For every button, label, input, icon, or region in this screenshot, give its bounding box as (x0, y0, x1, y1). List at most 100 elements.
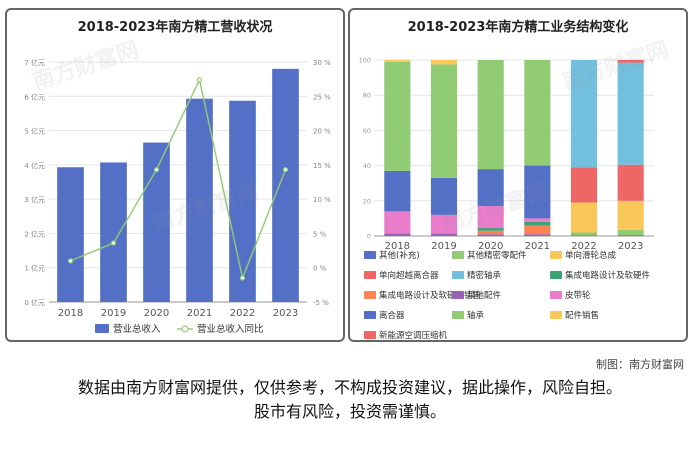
x-tick-label: 2023 (273, 308, 298, 319)
legend-swatch (364, 311, 376, 319)
yoy-point (110, 240, 117, 246)
legend-label: 单向滑轮总成 (565, 250, 617, 261)
x-tick-label: 2020 (478, 241, 503, 252)
left-axis-tick: 2 亿元 (24, 229, 45, 238)
legend-swatch-yoy-marker (181, 325, 189, 333)
y-axis-tick: 40 (363, 162, 371, 170)
x-tick-label: 2022 (230, 308, 255, 319)
stack-segment (430, 233, 458, 236)
stack-segment (524, 234, 551, 236)
left-axis-tick: 3 亿元 (24, 195, 45, 204)
revenue-chart-title: 2018-2023年南方精工营收状况 (77, 20, 273, 35)
stack-segment (617, 229, 644, 236)
legend-label: 其他精密零配件 (467, 250, 527, 261)
stack-segment (384, 60, 411, 62)
yoy-point (196, 77, 203, 83)
stack-segment (477, 228, 504, 231)
legend-label: 其他(补充) (379, 250, 420, 261)
stack-segment (524, 60, 551, 166)
stack-segment (617, 164, 644, 201)
stack-segment (430, 214, 458, 234)
legend-label: 精密轴承 (467, 270, 502, 281)
legend-swatch (364, 251, 376, 259)
x-tick-label: 2019 (101, 308, 126, 319)
legend-swatch (364, 271, 376, 279)
yoy-line (70, 77, 287, 281)
stack-segment (477, 60, 504, 170)
revenue-chart-svg: 0 亿元 1 亿元 2 亿元 3 亿元 4 亿元 5 亿元 6 亿元 7 亿元 -5 % 0 % 5… (24, 58, 331, 335)
legend-label-revenue: 营业总收入 (113, 323, 161, 335)
stack-segment (570, 232, 598, 236)
stack-segment (570, 202, 598, 233)
stack-segment (524, 165, 551, 219)
yoy-point (282, 167, 289, 173)
stack-segment (384, 233, 411, 236)
stack-segment (477, 230, 504, 235)
stack-segment (430, 64, 458, 178)
x-tick-label: 2023 (618, 241, 643, 252)
stack-segment (384, 61, 411, 171)
revenue-bar (143, 142, 170, 302)
stack-segment (384, 170, 411, 212)
yoy-point (239, 275, 246, 281)
y-axis-tick: 20 (363, 197, 371, 205)
revenue-bar (229, 100, 256, 302)
stack-segment (430, 60, 458, 65)
legend-swatch (452, 271, 464, 279)
left-axis-tick: 6 亿元 (24, 92, 45, 101)
revenue-bar (57, 167, 84, 302)
legend-label: 离合器 (379, 310, 405, 321)
left-axis-tick: 7 亿元 (24, 58, 45, 67)
legend-swatch (364, 331, 376, 339)
structure-chart-panel: 2018-2023年南方精工业务结构变化 0 20 40 60 80 100 2018 201… (348, 8, 688, 342)
x-tick-label: 2022 (571, 241, 596, 252)
legend-swatch (550, 251, 562, 259)
revenue-bar (100, 162, 127, 302)
legend-label: 集成电路设计及软硬件销售 (379, 290, 481, 301)
y-axis-tick: 100 (359, 57, 371, 65)
x-tick-label: 2021 (525, 241, 550, 252)
stack-segment (617, 62, 644, 165)
yoy-point (67, 258, 74, 264)
legend-swatch (550, 271, 562, 279)
left-axis-tick: 5 亿元 (24, 127, 45, 136)
right-axis-tick: 30 % (313, 59, 331, 67)
x-tick-label: 2018 (58, 308, 83, 319)
legend-swatch (452, 291, 464, 299)
yoy-point (153, 167, 160, 173)
legend-label: 配件销售 (565, 310, 599, 321)
legend-label: 轴承 (467, 310, 485, 321)
legend-swatch (550, 291, 562, 299)
stack-segment (384, 211, 411, 234)
stack-segment (570, 167, 598, 203)
disclaimer-line-1: 数据由南方财富网提供，仅供参考，不构成投资建议，据此操作，风险自担。 (77, 378, 622, 397)
stack-segment (477, 234, 504, 236)
right-axis-tick: 0 % (313, 265, 327, 273)
stack-segment (524, 221, 551, 226)
revenue-bar (272, 68, 299, 302)
structure-chart-title: 2018-2023年南方精工业务结构变化 (407, 20, 629, 35)
legend-label: 新能源空调压缩机 (379, 330, 448, 340)
right-axis-tick: 5 % (313, 230, 327, 238)
stack-segment (617, 60, 644, 63)
revenue-chart-panel: 2018-2023年南方精工营收状况 0 亿元 1 亿元 2 亿元 3 亿元 4 亿元 5… (5, 8, 345, 342)
credit-label: 制图：南方财富网 (596, 358, 684, 371)
right-axis-tick: 25 % (313, 93, 331, 101)
legend-swatch-revenue (95, 324, 109, 333)
y-axis-tick: 0 (367, 233, 371, 241)
legend-label: 单向超越离合器 (379, 270, 439, 281)
stack-segment (430, 177, 458, 215)
disclaimer: 数据由南方财富网提供，仅供参考，不构成投资建议，据此操作，风险自担。 股市有风险… (0, 376, 700, 424)
y-axis-tick: 60 (363, 127, 371, 135)
right-axis-tick: -5 % (313, 299, 329, 307)
legend-label-yoy: 营业总收入同比 (197, 323, 264, 335)
left-axis-tick: 4 亿元 (24, 161, 45, 170)
structure-chart-svg: 0 20 40 60 80 100 2018 2019 2020 2021 2022 2023 其他(补… (359, 57, 654, 340)
stack-segment (617, 200, 644, 230)
x-tick-label: 2018 (385, 241, 410, 252)
y-axis-tick: 80 (363, 92, 371, 100)
left-axis-tick: 1 亿元 (24, 264, 45, 273)
stack-segment (477, 206, 504, 229)
left-axis-tick: 0 亿元 (24, 298, 45, 307)
right-axis-tick: 10 % (313, 196, 331, 204)
